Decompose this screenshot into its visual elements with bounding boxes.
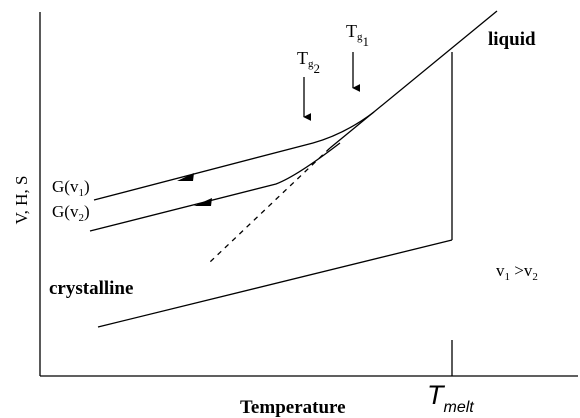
tg1-label: Tg1 xyxy=(346,21,369,49)
g-v2-label: G(v2) xyxy=(52,202,90,224)
crystalline-label: crystalline xyxy=(49,278,133,299)
liquid-label: liquid xyxy=(488,29,536,50)
glass-curve-g-v2 xyxy=(89,142,341,232)
x-axis-label: Temperature xyxy=(240,397,346,418)
g-v1-label: G(v1) xyxy=(52,177,90,199)
tmelt-label: Tmelt xyxy=(427,380,474,416)
g-v1-arrowhead xyxy=(177,173,194,181)
rate-relation-label: v1 >v2 xyxy=(496,261,538,283)
crystalline-line xyxy=(97,239,453,328)
liquid-line xyxy=(329,10,498,149)
g-v2-arrowhead xyxy=(194,198,212,206)
glass-curve-g-v1 xyxy=(93,111,375,201)
y-axis-label: V, H, S xyxy=(12,176,31,225)
supercooled-liquid-dashed-line xyxy=(209,147,331,263)
tg2-label: Tg2 xyxy=(297,48,320,76)
